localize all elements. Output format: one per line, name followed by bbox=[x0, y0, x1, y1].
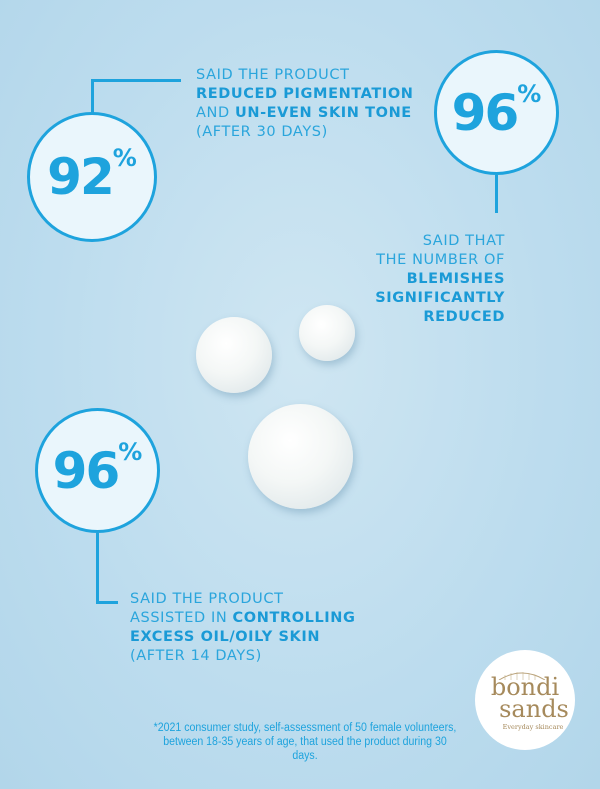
stat-value: 96% bbox=[52, 437, 143, 500]
stat-circle-96-bottom: 96% bbox=[35, 408, 160, 533]
connector-line bbox=[91, 79, 181, 82]
stat-text: (AFTER 30 DAYS) bbox=[196, 124, 328, 140]
stat-text: SAID THAT bbox=[422, 233, 505, 249]
bridge-icon bbox=[498, 671, 546, 680]
cream-drop bbox=[196, 317, 272, 393]
stat-highlight: BLEMISHES bbox=[406, 271, 505, 287]
stat-value: 96% bbox=[451, 79, 542, 142]
stat-line: REDUCED bbox=[375, 308, 505, 327]
stat-highlight: UN-EVEN SKIN TONE bbox=[234, 105, 412, 121]
stat-description: SAID THE PRODUCT REDUCED PIGMENTATION AND … bbox=[196, 66, 414, 142]
stat-text: AND bbox=[196, 105, 235, 121]
connector-line bbox=[495, 175, 498, 213]
stat-line: REDUCED PIGMENTATION bbox=[196, 85, 414, 104]
stat-highlight: CONTROLLING bbox=[232, 610, 356, 626]
stat-text: THE NUMBER OF bbox=[376, 252, 505, 268]
stat-description: SAID THE PRODUCT ASSISTED IN CONTROLLING E… bbox=[130, 590, 356, 666]
stat-line: (AFTER 14 DAYS) bbox=[130, 647, 356, 666]
connector-line bbox=[96, 533, 99, 604]
connector-line bbox=[91, 79, 94, 114]
stat-line: SIGNIFICANTLY bbox=[375, 289, 505, 308]
stat-line: SAID THAT bbox=[375, 232, 505, 251]
stat-highlight: REDUCED bbox=[423, 309, 505, 325]
stat-text: SAID THE PRODUCT bbox=[130, 591, 284, 607]
stat-line: THE NUMBER OF bbox=[375, 251, 505, 270]
stat-value: 92% bbox=[47, 144, 137, 206]
cream-drop bbox=[299, 305, 355, 361]
connector-line bbox=[96, 601, 118, 604]
logo-word: sands bbox=[499, 694, 569, 723]
stat-line: ASSISTED IN CONTROLLING bbox=[130, 609, 356, 628]
logo-word: bondi bbox=[490, 672, 560, 701]
footnote: *2021 consumer study, self-assessment of… bbox=[153, 721, 457, 763]
stat-line: (AFTER 30 DAYS) bbox=[196, 123, 414, 142]
stat-line: BLEMISHES bbox=[375, 270, 505, 289]
cream-drop bbox=[248, 404, 353, 509]
bondi-sands-logo: bondi sands Everyday skincare bbox=[475, 650, 575, 750]
stat-text: SAID THE PRODUCT bbox=[196, 67, 350, 83]
stat-line: EXCESS OIL/OILY SKIN bbox=[130, 628, 356, 647]
stat-line: SAID THE PRODUCT bbox=[196, 66, 414, 85]
stat-highlight: SIGNIFICANTLY bbox=[375, 290, 505, 306]
footnote-line: between 18-35 years of age, that used th… bbox=[163, 736, 447, 762]
stat-highlight: REDUCED PIGMENTATION bbox=[196, 86, 414, 102]
stat-description: SAID THAT THE NUMBER OF BLEMISHES SIGNIFICA… bbox=[375, 232, 505, 327]
stat-circle-92: 92% bbox=[27, 112, 157, 242]
stat-highlight: EXCESS OIL/OILY SKIN bbox=[130, 629, 321, 645]
stat-text: ASSISTED IN bbox=[130, 610, 233, 626]
footnote-line: *2021 consumer study, self-assessment of… bbox=[153, 722, 457, 734]
stat-text: (AFTER 14 DAYS) bbox=[130, 648, 262, 664]
stat-line: SAID THE PRODUCT bbox=[130, 590, 356, 609]
stat-line: AND UN-EVEN SKIN TONE bbox=[196, 104, 414, 123]
logo-tagline: Everyday skincare bbox=[502, 722, 564, 731]
stat-circle-96-top: 96% bbox=[434, 50, 559, 175]
